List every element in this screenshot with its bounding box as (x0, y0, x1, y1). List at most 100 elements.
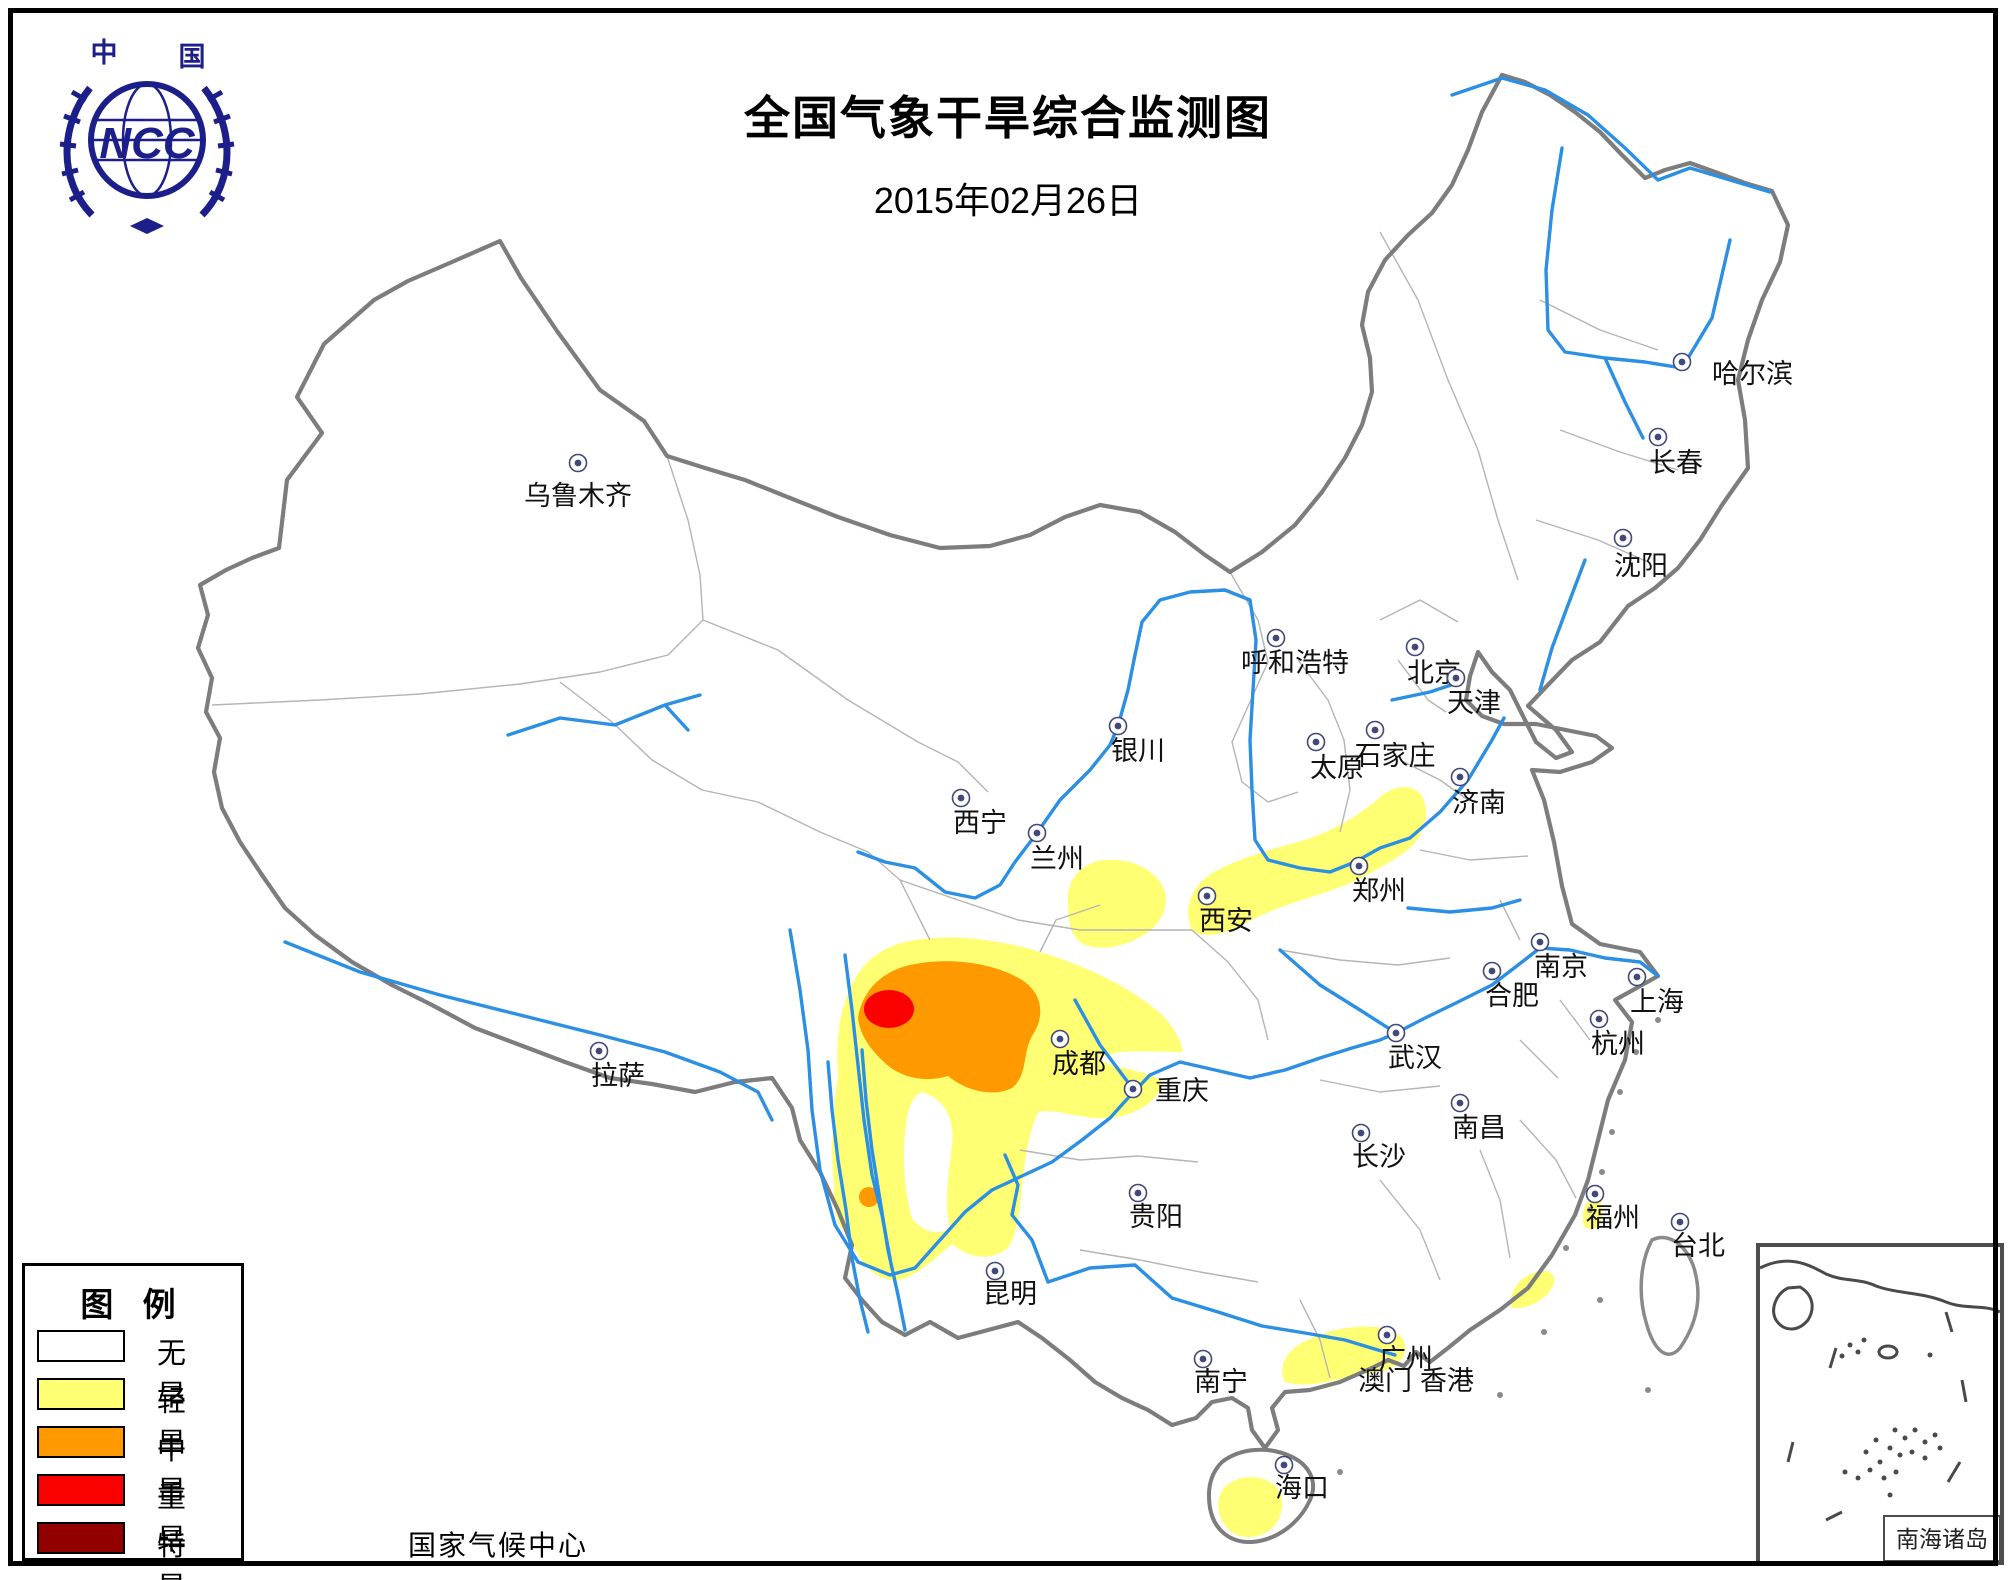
city-marker-dot (1280, 1461, 1288, 1469)
city-chengdu: 成都 (1050, 1029, 1106, 1079)
city-guiyang: 贵阳 (1128, 1183, 1183, 1232)
city-jinan: 济南 (1450, 767, 1506, 818)
city-marker-dot (1411, 643, 1419, 651)
lancang-river (860, 1048, 907, 1332)
pearl-river (1003, 1153, 1397, 1357)
city-label-chengdu: 成都 (1052, 1049, 1106, 1079)
liao-river (1538, 558, 1587, 692)
city-marker-dot (1199, 1355, 1207, 1363)
city-label-changchun: 长春 (1649, 448, 1703, 478)
legend-swatch (37, 1330, 125, 1362)
taiwan-outline (1639, 1235, 1700, 1356)
city-marker-dot (1678, 358, 1686, 366)
city-label-haikou: 海口 (1275, 1473, 1329, 1503)
city-nanchang: 南昌 (1450, 1093, 1506, 1143)
legend-swatch (37, 1474, 125, 1506)
city-kunming: 昆明 (983, 1261, 1037, 1309)
city-lasa: 拉萨 (589, 1041, 645, 1091)
city-marker-dot (595, 1047, 603, 1055)
city-marker-dot (1371, 726, 1379, 734)
legend-label: 无旱 (157, 1338, 193, 1412)
legend-label: 重旱 (157, 1482, 193, 1556)
city-label-shenyang: 沈阳 (1614, 551, 1668, 581)
city-taiyuan: 太原 (1306, 732, 1364, 783)
inset-coastline (1759, 1259, 2001, 1314)
city-label-nanning: 南宁 (1194, 1367, 1248, 1397)
city-marker-dot (1114, 722, 1122, 730)
legend-swatch (37, 1522, 125, 1554)
city-marker-dot (1203, 892, 1211, 900)
city-guangzhou: 广州 (1377, 1325, 1433, 1374)
city-shijiazhuang: 石家庄 (1355, 720, 1436, 771)
hainan-outline (1206, 1447, 1316, 1545)
hai-river (1390, 680, 1462, 702)
city-label-shijiazhuang: 石家庄 (1355, 741, 1436, 771)
city-marker-dot (1595, 1015, 1603, 1023)
city-hefei: 合肥 (1482, 961, 1539, 1011)
city-wuhan: 武汉 (1386, 1023, 1442, 1073)
province-boundaries (211, 231, 1679, 1379)
city-wulumuqi: 乌鲁木齐 (524, 453, 632, 511)
huai-river (1406, 898, 1522, 914)
page-date: 2015年02月26日 (873, 180, 1143, 221)
legend-title: 图 例 (80, 1286, 186, 1323)
drought-area-light-henan (1188, 787, 1426, 935)
city-marker-dot (1383, 1331, 1391, 1339)
inset-label: 南海诸岛 (1896, 1527, 1988, 1552)
ncc-logo-graphic: 中 国 NCC (59, 38, 235, 234)
city-yinchuan: 银川 (1108, 716, 1165, 766)
coastal-islands (1337, 1017, 1661, 1475)
logo-wreath-left (63, 85, 95, 218)
city-label-shanghai: 上海 (1630, 987, 1684, 1017)
city-zhengzhou: 郑州 (1349, 856, 1406, 906)
city-changchun: 长春 (1648, 427, 1703, 478)
logo-char-left: 中 (91, 38, 118, 68)
city-label-lanzhou: 兰州 (1030, 844, 1084, 874)
city-label-taiyuan: 太原 (1310, 753, 1364, 783)
cities-layer: 乌鲁木齐哈尔滨长春沈阳北京天津呼和浩特石家庄太原济南银川西宁兰州西安郑州南京合肥… (524, 352, 1793, 1503)
city-marker-dot (1654, 433, 1662, 441)
city-marker-dot (1456, 1099, 1464, 1107)
city-marker-dot (1676, 1218, 1684, 1226)
city-marker-dot (1312, 738, 1320, 746)
drought-area-light-hainan (1218, 1477, 1283, 1538)
city-aomen: 澳门 (1358, 1366, 1412, 1396)
city-label-guangzhou: 广州 (1379, 1344, 1433, 1374)
nen-songhua-river (1544, 146, 1732, 440)
legend-label: 中旱 (157, 1434, 193, 1508)
city-marker-dot (1033, 829, 1041, 837)
drought-area-light-gansu (1067, 859, 1166, 948)
city-marker-dot (1134, 1189, 1142, 1197)
city-label-haerbin: 哈尔滨 (1712, 359, 1793, 389)
city-label-nanchang: 南昌 (1452, 1113, 1506, 1143)
city-fuzhou: 福州 (1585, 1184, 1640, 1233)
south-china-sea-inset: 南海诸岛 (1756, 1243, 2004, 1565)
legend-label: 特旱 (157, 1530, 193, 1580)
drought-areas (832, 787, 1603, 1538)
city-lanzhou: 兰州 (1027, 823, 1084, 874)
city-taibei: 台北 (1670, 1212, 1725, 1261)
city-marker-dot (991, 1267, 999, 1275)
city-marker-dot (1357, 1129, 1365, 1137)
city-label-aomen: 澳门 (1358, 1366, 1412, 1396)
inset-label-box (1883, 1515, 2001, 1562)
han-river (1278, 948, 1398, 1035)
city-marker-dot (1355, 862, 1363, 870)
city-label-xian: 西安 (1199, 906, 1253, 936)
city-label-zhengzhou: 郑州 (1352, 876, 1406, 906)
city-label-yinchuan: 银川 (1111, 736, 1165, 766)
yellow-river (856, 588, 1506, 900)
city-xian: 西安 (1197, 886, 1253, 936)
logo-wreath-right (199, 85, 231, 218)
city-shenyang: 沈阳 (1613, 528, 1668, 581)
logo-acronym: NCC (99, 119, 196, 168)
city-marker-dot (1129, 1085, 1137, 1093)
city-marker-dot (1536, 938, 1544, 946)
city-label-kunming: 昆明 (983, 1279, 1037, 1309)
city-shanghai: 上海 (1627, 967, 1684, 1017)
city-label-hefei: 合肥 (1485, 981, 1539, 1011)
city-marker-dot (957, 794, 965, 802)
city-nanjing: 南京 (1530, 932, 1588, 982)
city-haikou: 海口 (1274, 1455, 1329, 1503)
